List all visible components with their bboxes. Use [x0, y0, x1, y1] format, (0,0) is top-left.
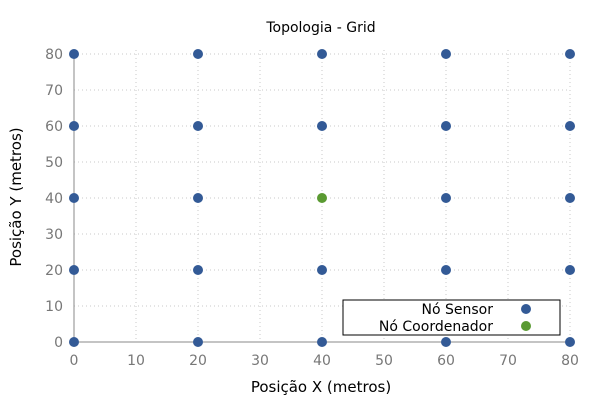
sensor-node-point: [69, 49, 79, 59]
y-tick-label: 20: [45, 263, 63, 279]
sensor-node-point: [565, 265, 575, 275]
x-tick-label: 20: [189, 353, 207, 369]
sensor-node-point: [441, 121, 451, 131]
x-tick-label: 30: [251, 353, 269, 369]
sensor-node-point: [565, 49, 575, 59]
x-tick-label: 80: [561, 353, 579, 369]
sensor-node-point: [193, 193, 203, 203]
y-tick-label: 60: [45, 119, 63, 135]
sensor-node-point: [317, 337, 327, 347]
x-tick-label: 40: [313, 353, 331, 369]
y-tick-label: 80: [45, 47, 63, 63]
sensor-node-point: [565, 193, 575, 203]
legend-label-coordinator: Nó Coordenador: [379, 319, 493, 335]
legend-marker-sensor: [521, 304, 531, 314]
x-tick-label: 10: [127, 353, 145, 369]
x-tick-label: 70: [499, 353, 517, 369]
y-tick-label: 30: [45, 227, 63, 243]
legend: Nó Sensor Nó Coordenador: [342, 299, 561, 336]
sensor-node-point: [441, 193, 451, 203]
sensor-node-point: [441, 265, 451, 275]
sensor-node-point: [69, 265, 79, 275]
sensor-node-point: [317, 49, 327, 59]
x-axis-label: Posição X (metros): [251, 378, 391, 396]
data-points: [69, 49, 575, 347]
sensor-node-point: [565, 337, 575, 347]
sensor-node-point: [69, 337, 79, 347]
sensor-node-point: [69, 121, 79, 131]
sensor-node-point: [317, 121, 327, 131]
x-tick-label: 50: [375, 353, 393, 369]
sensor-node-point: [193, 265, 203, 275]
y-tick-label: 40: [45, 191, 63, 207]
coordinator-node-point: [317, 193, 327, 203]
legend-marker-coordinator: [521, 321, 531, 331]
sensor-node-point: [193, 49, 203, 59]
sensor-node-point: [441, 49, 451, 59]
x-tick-label: 0: [70, 353, 79, 369]
sensor-node-point: [193, 337, 203, 347]
sensor-node-point: [317, 265, 327, 275]
y-tick-label: 50: [45, 155, 63, 171]
y-tick-label: 10: [45, 299, 63, 315]
sensor-node-point: [565, 121, 575, 131]
sensor-node-point: [441, 337, 451, 347]
tick-labels: 0 10 20 30 40 50 60 70 80 0 10 20 30 40 50 60 70 80: [45, 47, 579, 369]
x-tick-label: 60: [437, 353, 455, 369]
legend-label-sensor: Nó Sensor: [422, 302, 494, 318]
y-tick-label: 0: [54, 335, 63, 351]
sensor-node-point: [193, 121, 203, 131]
sensor-node-point: [69, 193, 79, 203]
chart-title: Topologia - Grid: [265, 20, 375, 36]
y-axis-label: Posição Y (metros): [7, 127, 25, 266]
y-tick-label: 70: [45, 83, 63, 99]
